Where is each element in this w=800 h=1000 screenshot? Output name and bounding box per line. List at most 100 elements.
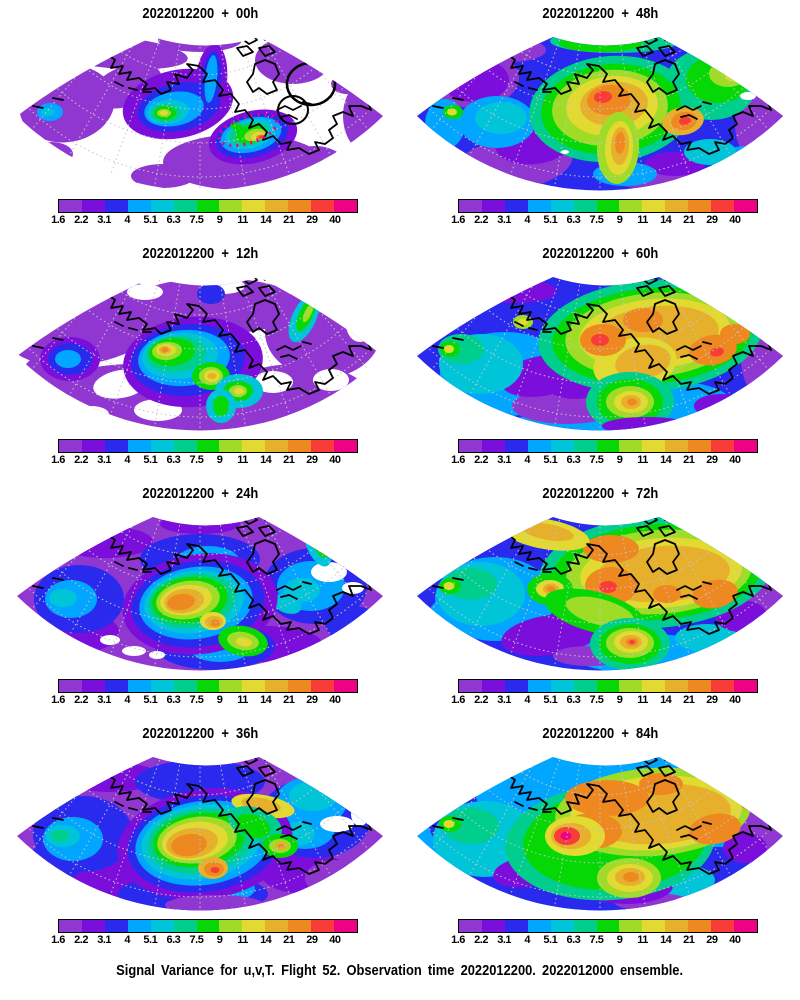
variance-contour-blob bbox=[694, 394, 748, 418]
colorbar-segment bbox=[127, 440, 151, 452]
colorbar-tick-label: 6.3 bbox=[566, 454, 581, 466]
colorbar-segment bbox=[173, 440, 197, 452]
colorbar-tick-label: 9 bbox=[616, 934, 623, 946]
colorbar-segment bbox=[459, 680, 482, 692]
colorbar-segment bbox=[527, 200, 551, 212]
colorbar-segment bbox=[265, 920, 289, 932]
colorbar-segment bbox=[288, 680, 312, 692]
colorbar-tick-label: 3.1 bbox=[497, 214, 512, 226]
colorbar-segment bbox=[459, 920, 482, 932]
variance-contour-blob bbox=[57, 526, 153, 558]
colorbar-tick-label: 14 bbox=[660, 454, 672, 466]
colorbar-tick-label: 2.2 bbox=[474, 454, 488, 466]
longitude-line bbox=[633, 37, 694, 185]
latitude-circle bbox=[87, 37, 313, 42]
colorbar-tick-label: 4 bbox=[124, 454, 131, 466]
colorbar-tick-label: 4 bbox=[524, 934, 531, 946]
colorbar-tick-label: 4 bbox=[524, 214, 531, 226]
colorbar-segment bbox=[104, 920, 128, 932]
colorbar: 1.6 2.2 3.1 4 5.1 6.3 7.5 9 11 14 21 29 40 bbox=[51, 439, 358, 467]
longitude-line bbox=[216, 277, 248, 431]
colorbar-segment bbox=[150, 200, 174, 212]
coastline-path bbox=[598, 785, 783, 875]
colorbar-segment bbox=[665, 680, 689, 692]
variance-contour-blob bbox=[692, 579, 738, 609]
longitude-line bbox=[249, 277, 337, 405]
colorbar-tick-label: 6.3 bbox=[566, 934, 581, 946]
colorbar-segment bbox=[504, 920, 528, 932]
variance-contour-blob bbox=[565, 780, 649, 816]
colorbar-segment bbox=[596, 200, 620, 212]
colorbar-labels: 1.6 2.2 3.1 4 5.1 6.3 7.5 9 11 14 21 29 40 bbox=[51, 213, 358, 227]
colorbar-segment bbox=[504, 440, 528, 452]
colorbar-tick-label: 21 bbox=[283, 934, 295, 946]
colorbar-segment bbox=[642, 680, 666, 692]
colorbar-segment bbox=[481, 200, 505, 212]
longitude-line bbox=[63, 37, 151, 165]
coastline-path bbox=[620, 517, 694, 537]
colorbar-segment bbox=[59, 440, 82, 452]
variance-contour-blob bbox=[627, 398, 637, 406]
coastline-path bbox=[676, 821, 712, 840]
variance-contour-blob bbox=[278, 844, 284, 848]
latitude-circle bbox=[87, 757, 313, 762]
colorbar-tick-label: 7.5 bbox=[189, 214, 204, 226]
coastline-path bbox=[138, 303, 200, 335]
observation-circle bbox=[277, 95, 309, 125]
colorbar-tick-label: 11 bbox=[237, 454, 248, 466]
colorbar-tick-label: 11 bbox=[237, 694, 248, 706]
coastline-path bbox=[696, 37, 746, 63]
colorbar-tick-label: 5.1 bbox=[143, 214, 158, 226]
colorbar-gradient bbox=[458, 439, 758, 453]
colorbar-segment bbox=[550, 680, 574, 692]
longitude-line bbox=[152, 37, 184, 191]
variance-contour-blob bbox=[160, 110, 168, 116]
colorbar-tick-label: 3.1 bbox=[97, 454, 112, 466]
colorbar-tick-label: 7.5 bbox=[589, 934, 604, 946]
variance-contour-blob bbox=[583, 535, 639, 563]
longitude-line bbox=[633, 517, 694, 665]
colorbar-tick-label: 1.6 bbox=[451, 214, 465, 226]
longitude-line bbox=[216, 517, 248, 671]
colorbar-labels: 1.6 2.2 3.1 4 5.1 6.3 7.5 9 11 14 21 29 40 bbox=[51, 933, 358, 947]
variance-contour-blob bbox=[204, 55, 218, 103]
colorbar-tick-label: 9 bbox=[616, 454, 623, 466]
forecast-panel-72h: 2022012200 + 72h 1.6 2.2 3.1 4 5.1 6.3 7.5 9 11 1… bbox=[400, 480, 800, 720]
colorbar-segment bbox=[665, 440, 689, 452]
variance-contour-blob bbox=[599, 581, 617, 593]
coastline-path bbox=[296, 37, 346, 63]
coastline-path bbox=[138, 783, 200, 815]
colorbar-segment bbox=[527, 680, 551, 692]
colorbar-tick-label: 3.1 bbox=[497, 454, 512, 466]
variance-contour-blob bbox=[41, 108, 55, 116]
colorbar-segment bbox=[150, 440, 174, 452]
colorbar-segment bbox=[311, 440, 335, 452]
colorbar-tick-label: 6.3 bbox=[166, 934, 181, 946]
colorbar-segment bbox=[550, 200, 574, 212]
variance-contour-blob bbox=[165, 895, 265, 911]
coastline-path bbox=[646, 299, 680, 335]
coastline-path bbox=[676, 101, 712, 120]
forecast-panel-84h: 2022012200 + 84h 1.6 2.2 3.1 4 5.1 6.3 7.5 9 11 1… bbox=[400, 720, 800, 960]
colorbar-tick-label: 2.2 bbox=[474, 694, 488, 706]
colorbar: 1.6 2.2 3.1 4 5.1 6.3 7.5 9 11 14 21 29 40 bbox=[51, 919, 358, 947]
coastline-path bbox=[346, 303, 382, 335]
colorbar-segment bbox=[642, 920, 666, 932]
variance-contour-blob bbox=[167, 593, 195, 611]
coastline-path bbox=[514, 561, 552, 573]
colorbar: 1.6 2.2 3.1 4 5.1 6.3 7.5 9 11 14 21 29 40 bbox=[51, 199, 358, 227]
map-clip-group bbox=[17, 37, 383, 191]
longitude-line bbox=[152, 277, 184, 431]
colorbar: 1.6 2.2 3.1 4 5.1 6.3 7.5 9 11 14 21 29 40 bbox=[51, 679, 358, 707]
variance-contour-blob bbox=[594, 90, 612, 104]
colorbar-segment bbox=[265, 440, 289, 452]
variance-contour-blob bbox=[207, 373, 217, 379]
colorbar-tick-label: 5.1 bbox=[543, 454, 558, 466]
variance-contour-blob bbox=[318, 536, 326, 546]
coastline-path bbox=[746, 303, 782, 335]
variance-contour-blob bbox=[679, 116, 691, 126]
colorbar-tick-label: 40 bbox=[729, 694, 741, 706]
colorbar-segment bbox=[573, 920, 597, 932]
colorbar-tick-label: 1.6 bbox=[451, 454, 465, 466]
colorbar-segment bbox=[196, 440, 220, 452]
